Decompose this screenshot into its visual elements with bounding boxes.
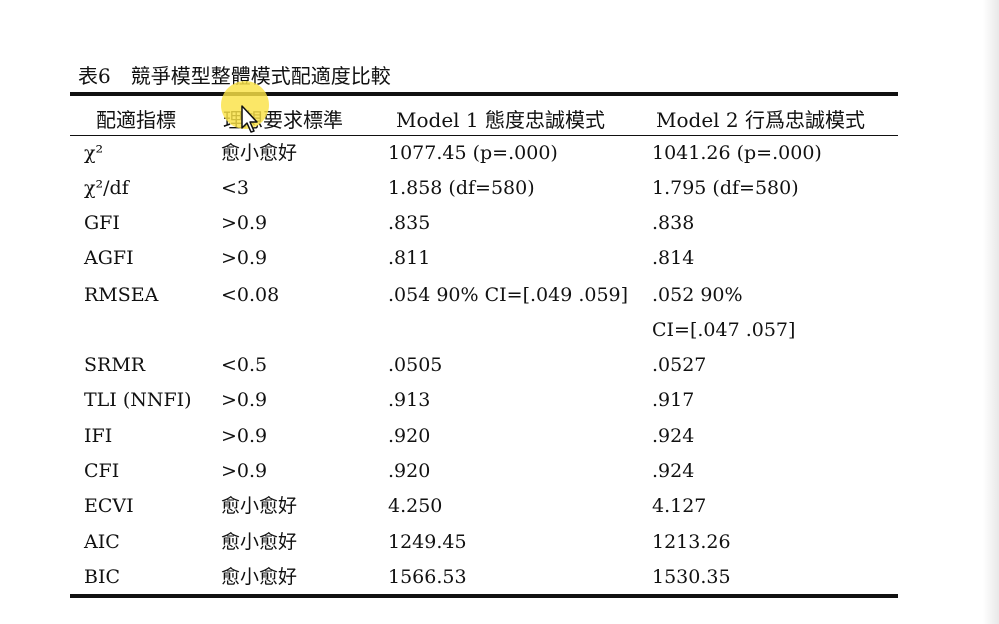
table-bottom-rule [70, 594, 898, 598]
cell-model2: 1530.35 [652, 566, 731, 588]
cell-model1: 1077.45 (p=.000) [388, 142, 558, 164]
cell-index: IFI [84, 425, 113, 447]
cell-model2: .0527 [652, 354, 707, 376]
cell-model2: 1213.26 [652, 531, 731, 553]
cell-model1: .920 [388, 460, 431, 482]
cell-model1: 1.858 (df=580) [388, 177, 535, 199]
cell-index: AIC [84, 531, 120, 553]
mouse-pointer-icon [241, 105, 258, 133]
cell-criterion: 愈小愈好 [221, 142, 298, 164]
cell-model1: .920 [388, 425, 431, 447]
cell-model1: .913 [388, 389, 431, 411]
cell-model2: .917 [652, 389, 695, 411]
cell-model1: 1249.45 [388, 531, 467, 553]
cell-model1: 1566.53 [388, 566, 467, 588]
cell-index: BIC [84, 566, 121, 588]
cell-model2: .814 [652, 247, 695, 269]
window-edge-shadow [983, 0, 999, 624]
cell-index: SRMR [84, 354, 146, 376]
cell-criterion: 愈小愈好 [221, 531, 298, 553]
cell-criterion: >0.9 [221, 460, 268, 482]
header-model1: Model 1 態度忠誠模式 [396, 108, 605, 132]
cell-model1: .835 [388, 212, 431, 234]
cell-criterion: >0.9 [221, 389, 268, 411]
cell-model1: .054 90% CI=[.049 .059] [388, 284, 629, 306]
cell-model2: 4.127 [652, 495, 707, 517]
cell-index: RMSEA [84, 284, 159, 306]
cell-model1: .0505 [388, 354, 443, 376]
cell-criterion: >0.9 [221, 212, 268, 234]
cell-index: TLI (NNFI) [84, 389, 192, 411]
table-caption: 表6 競爭模型整體模式配適度比較 [78, 64, 391, 88]
cell-criterion: <0.08 [221, 284, 280, 306]
cell-criterion: <3 [221, 177, 250, 199]
header-index: 配適指標 [96, 108, 176, 132]
cell-criterion: >0.9 [221, 425, 268, 447]
cell-model2: 1041.26 (p=.000) [652, 142, 822, 164]
table-header-rule [70, 135, 898, 136]
cell-index: CFI [84, 460, 120, 482]
cell-index: χ² [84, 142, 104, 164]
cell-model2: .924 [652, 460, 695, 482]
cell-index: AGFI [84, 247, 134, 269]
cell-criterion: 愈小愈好 [221, 495, 298, 517]
table-top-rule [70, 92, 898, 96]
cell-model2-continued: CI=[.047 .057] [652, 319, 796, 341]
cell-model2: .052 90% [652, 284, 743, 306]
cell-model2: 1.795 (df=580) [652, 177, 799, 199]
cell-model1: 4.250 [388, 495, 443, 517]
cell-model2: .838 [652, 212, 695, 234]
cell-index: ECVI [84, 495, 134, 517]
cell-criterion: 愈小愈好 [221, 566, 298, 588]
header-model2: Model 2 行爲忠誠模式 [656, 108, 865, 132]
cell-index: χ²/df [84, 177, 129, 199]
cell-index: GFI [84, 212, 120, 234]
cell-criterion: <0.5 [221, 354, 268, 376]
cell-criterion: >0.9 [221, 247, 268, 269]
cell-model2: .924 [652, 425, 695, 447]
cell-model1: .811 [388, 247, 431, 269]
